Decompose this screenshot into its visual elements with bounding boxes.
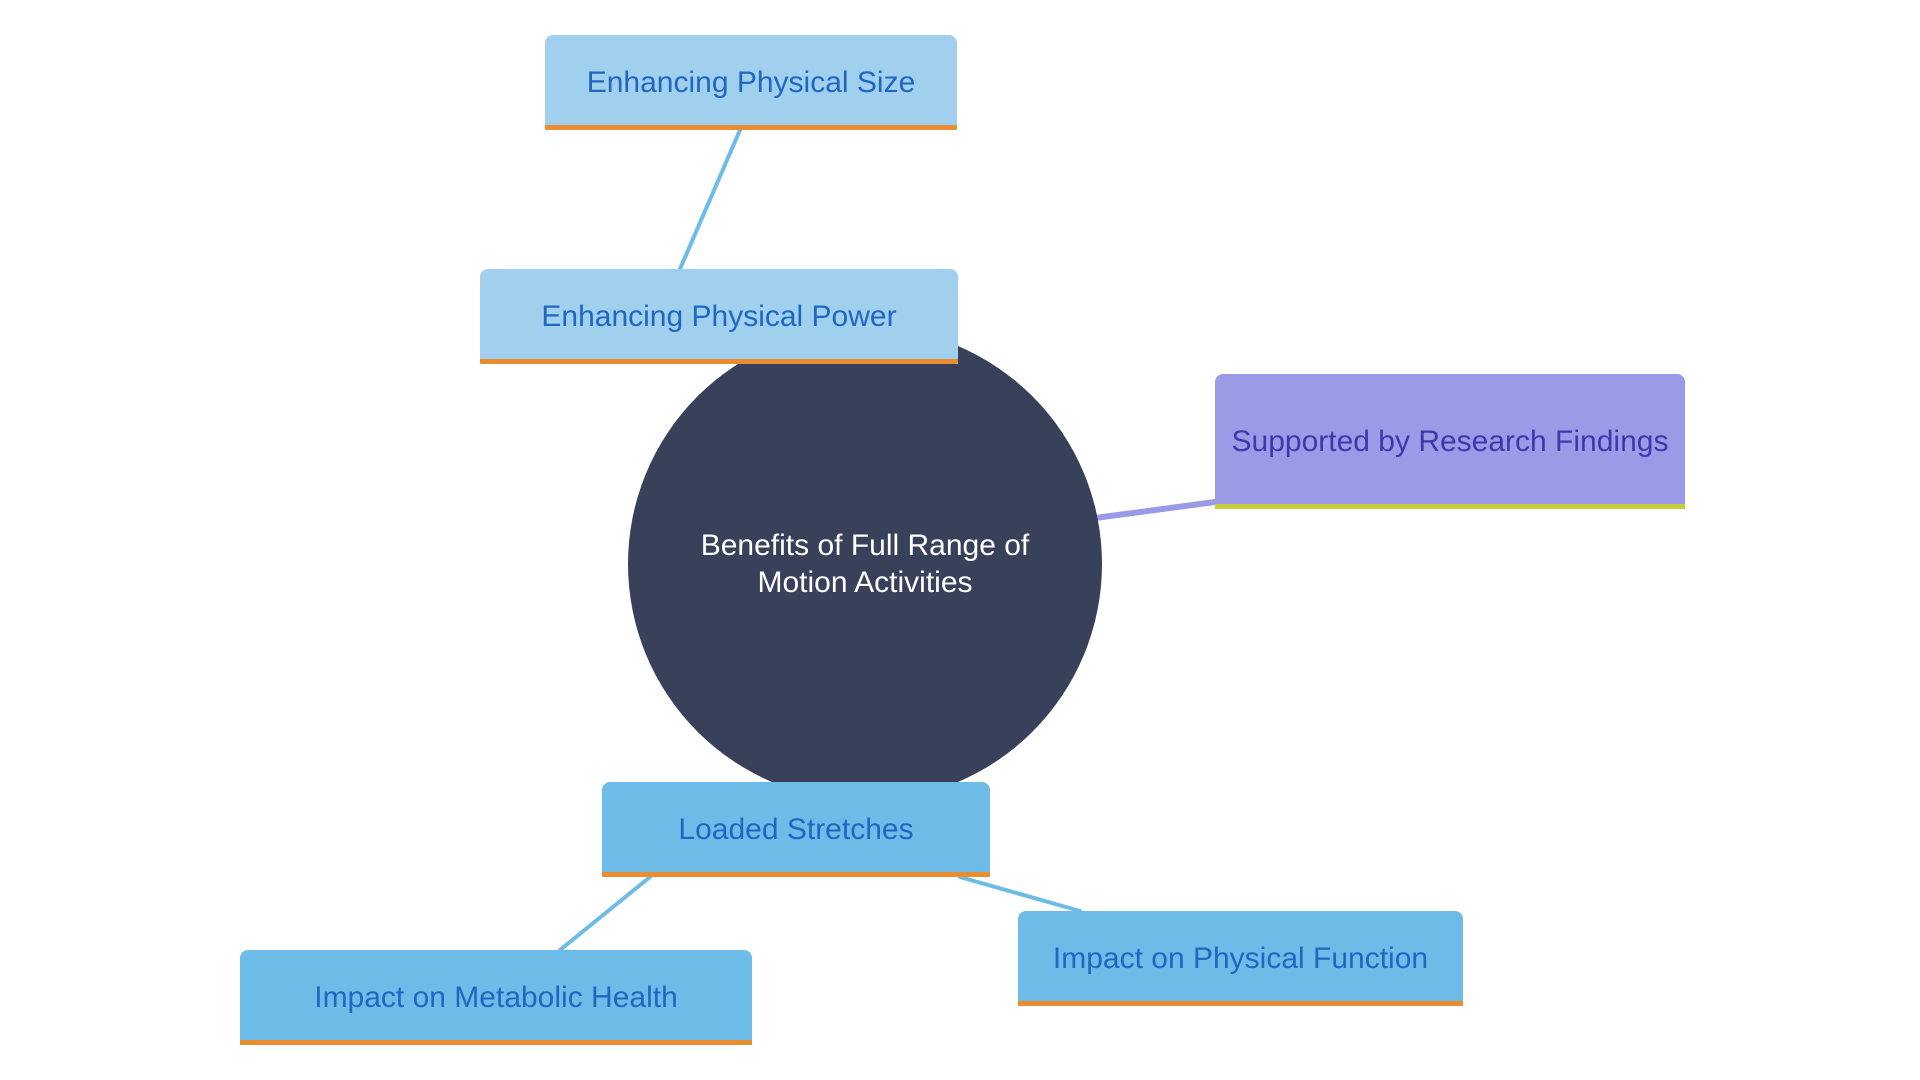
connector-line — [560, 877, 650, 950]
node-label: Impact on Metabolic Health — [314, 980, 678, 1016]
connector-line — [960, 877, 1080, 911]
node-enh-size: Enhancing Physical Size — [545, 35, 957, 130]
connector-line — [680, 130, 740, 269]
node-label: Enhancing Physical Power — [541, 299, 896, 335]
node-label: Supported by Research Findings — [1232, 424, 1669, 460]
node-underline — [1018, 1001, 1463, 1006]
node-label: Impact on Physical Function — [1053, 941, 1428, 977]
node-function: Impact on Physical Function — [1018, 911, 1463, 1006]
center-node: Benefits of Full Range of Motion Activit… — [628, 327, 1102, 801]
node-label: Loaded Stretches — [678, 812, 913, 848]
node-underline — [545, 125, 957, 130]
node-metabolic: Impact on Metabolic Health — [240, 950, 752, 1045]
connector-line — [1095, 502, 1215, 518]
diagram-canvas: Benefits of Full Range of Motion Activit… — [0, 0, 1920, 1080]
center-label: Benefits of Full Range of Motion Activit… — [628, 527, 1102, 602]
node-underline — [602, 872, 990, 877]
node-enh-power: Enhancing Physical Power — [480, 269, 958, 364]
node-research: Supported by Research Findings — [1215, 374, 1685, 509]
node-underline — [480, 359, 958, 364]
node-label: Enhancing Physical Size — [587, 65, 916, 101]
node-loaded: Loaded Stretches — [602, 782, 990, 877]
node-underline — [240, 1040, 752, 1045]
node-underline — [1215, 504, 1685, 509]
